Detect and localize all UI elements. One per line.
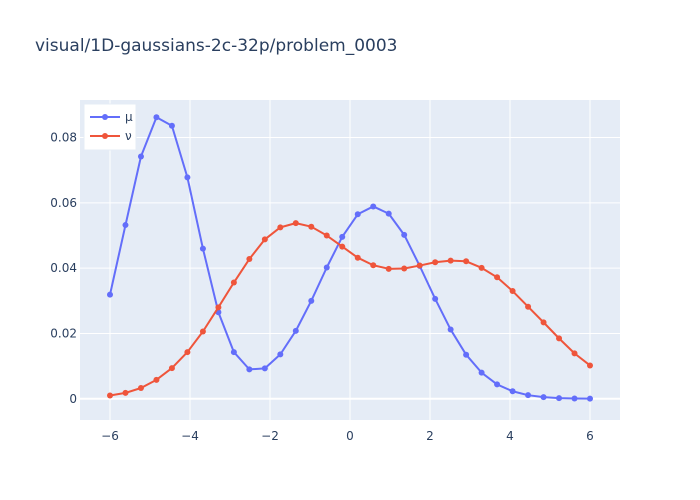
data-point[interactable] [199, 328, 206, 335]
data-point[interactable] [432, 259, 439, 266]
data-point[interactable] [525, 303, 532, 310]
data-point[interactable] [494, 381, 501, 388]
data-point[interactable] [261, 236, 268, 243]
x-tick-label: 0 [346, 429, 354, 443]
series-1 [107, 114, 593, 402]
x-tick-label: −2 [261, 429, 279, 443]
data-point[interactable] [199, 245, 206, 252]
y-tick-label: 0.02 [50, 326, 77, 340]
data-point[interactable] [137, 153, 144, 160]
x-tick-label: 4 [506, 429, 514, 443]
data-point[interactable] [401, 265, 408, 272]
data-point[interactable] [463, 351, 470, 358]
data-point[interactable] [463, 258, 470, 265]
data-point[interactable] [354, 211, 361, 218]
data-point[interactable] [261, 365, 268, 372]
data-point[interactable] [478, 369, 485, 376]
data-point[interactable] [540, 319, 547, 326]
data-point[interactable] [230, 349, 237, 356]
data-point[interactable] [168, 122, 175, 129]
data-point[interactable] [323, 264, 330, 271]
chart-title: visual/1D-gaussians-2c-32p/problem_0003 [35, 36, 397, 56]
y-tick-label: 0.06 [50, 196, 77, 210]
legend-item[interactable]: ν [90, 129, 132, 143]
data-point[interactable] [246, 256, 253, 263]
data-point[interactable] [571, 395, 578, 402]
data-point[interactable] [137, 385, 144, 391]
x-tick-label: −6 [101, 429, 119, 443]
data-point[interactable] [230, 279, 237, 286]
series-line [109, 222, 591, 397]
data-point[interactable] [153, 376, 160, 383]
data-point[interactable] [416, 262, 423, 269]
data-point[interactable] [354, 254, 361, 261]
data-point[interactable] [277, 351, 284, 358]
data-point[interactable] [292, 220, 299, 227]
data-point[interactable] [215, 304, 222, 311]
data-point[interactable] [587, 362, 593, 369]
y-tick-label: 0.04 [50, 261, 77, 275]
data-point[interactable] [292, 327, 299, 334]
data-point[interactable] [587, 395, 593, 402]
grid [80, 100, 620, 420]
data-point[interactable] [556, 395, 563, 402]
data-point[interactable] [525, 392, 532, 399]
y-axis: 0 0.02 0.04 0.06 0.08 [50, 131, 77, 406]
data-point[interactable] [385, 210, 392, 217]
legend-swatch-marker [102, 133, 108, 139]
x-tick-label: 2 [426, 429, 434, 443]
data-point[interactable] [370, 203, 377, 210]
data-point[interactable] [323, 232, 330, 239]
data-point[interactable] [370, 262, 377, 269]
data-point[interactable] [184, 349, 191, 356]
data-point[interactable] [385, 265, 392, 272]
data-point[interactable] [494, 274, 501, 281]
data-point[interactable] [509, 288, 516, 295]
data-point[interactable] [122, 222, 129, 229]
y-tick-label: 0.08 [50, 131, 77, 145]
data-point[interactable] [122, 389, 129, 396]
data-point[interactable] [153, 114, 160, 121]
legend-item[interactable]: μ [90, 110, 133, 124]
series-2 [107, 220, 593, 399]
data-point[interactable] [447, 326, 454, 333]
data-point[interactable] [401, 231, 408, 238]
x-tick-label: −4 [181, 429, 199, 443]
data-point[interactable] [308, 297, 315, 304]
data-point[interactable] [277, 224, 284, 231]
data-point[interactable] [571, 350, 578, 357]
x-tick-label: 6 [586, 429, 594, 443]
legend-swatch-marker [102, 114, 108, 120]
series-layer [107, 114, 593, 402]
data-point[interactable] [339, 243, 346, 250]
legend-label: μ [125, 110, 133, 124]
legend-label: ν [125, 129, 132, 143]
data-point[interactable] [168, 365, 175, 372]
data-point[interactable] [339, 233, 346, 240]
legend[interactable]: μν [83, 103, 137, 151]
data-point[interactable] [432, 295, 439, 302]
data-point[interactable] [509, 388, 516, 395]
data-point[interactable] [447, 257, 454, 264]
data-point[interactable] [107, 291, 113, 298]
data-point[interactable] [184, 174, 191, 181]
y-tick-label: 0 [69, 392, 77, 406]
data-point[interactable] [246, 366, 253, 373]
legend-box [83, 103, 137, 151]
data-point[interactable] [556, 335, 563, 342]
data-point[interactable] [308, 223, 315, 230]
data-point[interactable] [478, 264, 485, 271]
data-point[interactable] [107, 392, 113, 399]
data-point[interactable] [540, 394, 547, 401]
x-axis: −6 −4 −2 0 2 4 6 [101, 429, 594, 443]
